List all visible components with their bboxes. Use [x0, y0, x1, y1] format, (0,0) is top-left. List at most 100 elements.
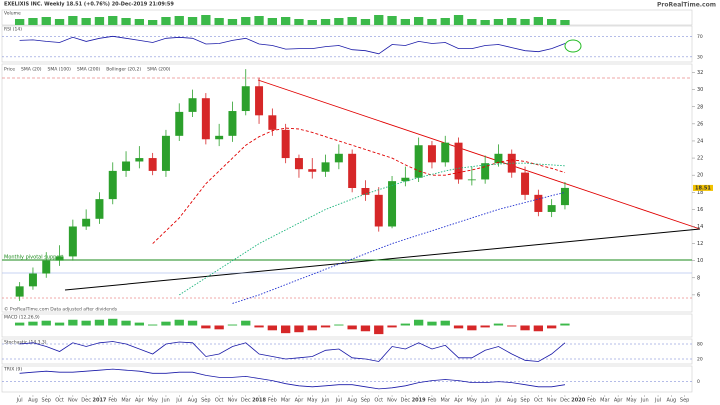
x-tick-label: Sep	[361, 398, 370, 404]
candle-body	[308, 169, 317, 172]
volume-bar	[108, 16, 118, 25]
volume-bar	[94, 17, 105, 25]
candle-body	[321, 162, 330, 172]
legend-entry: SMA (200)	[147, 67, 171, 73]
panel-label: RSI (14)	[4, 27, 22, 33]
x-tick-label: Nov	[228, 398, 238, 404]
x-tick-label: Aug	[188, 398, 198, 404]
y-tick-label: 22	[697, 156, 703, 162]
candle-body	[414, 145, 423, 178]
candle-body	[547, 205, 556, 212]
x-tick-label: Dec	[401, 398, 411, 404]
x-tick-label: Jul	[654, 398, 661, 404]
candle-body	[201, 98, 210, 140]
volume-bar	[507, 18, 517, 25]
volume-bar	[134, 19, 145, 25]
volume-bar	[427, 19, 437, 25]
macd-bar	[374, 325, 384, 335]
candle-body	[401, 177, 410, 182]
volume-bar	[174, 16, 184, 25]
x-tick-label: 2019	[412, 398, 426, 404]
panel-tick-label: 20	[697, 357, 703, 363]
volume-bar	[187, 17, 198, 25]
x-tick-label: Apr	[614, 398, 624, 404]
y-tick-label: 24	[697, 138, 703, 144]
x-tick-label: Mar	[600, 398, 610, 404]
volume-bar	[493, 19, 504, 25]
source-logo: ProRealTime.com	[657, 2, 716, 9]
panel-label: Stochastic (14,3,3)	[4, 340, 47, 346]
y-tick-label: 6	[697, 292, 700, 298]
candle-body	[427, 145, 436, 163]
volume-bar	[227, 19, 238, 25]
x-tick-label: 2020	[571, 398, 585, 404]
legend-entry: SMA (100)	[47, 67, 71, 73]
x-tick-label: May	[467, 398, 477, 404]
x-tick-label: May	[307, 398, 317, 404]
candle-body	[454, 142, 463, 180]
moving-average	[152, 127, 566, 244]
x-tick-label: 2017	[92, 398, 106, 404]
macd-bar	[320, 325, 331, 328]
candle-body	[241, 86, 250, 112]
volume-bar	[400, 19, 411, 25]
macd-bar	[307, 325, 317, 331]
candle-body	[55, 256, 64, 261]
x-tick-label: Oct	[215, 398, 224, 404]
y-tick-label: 30	[697, 87, 703, 93]
indicator-line	[19, 341, 566, 362]
candle-body	[481, 163, 490, 180]
copyright-note: © ProRealTime.com Data adjusted after di…	[4, 306, 118, 313]
macd-bar	[387, 325, 397, 328]
macd-bar	[147, 324, 158, 326]
macd-bar	[493, 323, 504, 326]
candle-body	[95, 199, 104, 219]
last-price-box	[693, 184, 713, 191]
panel-frames	[1, 9, 693, 393]
candle-body	[148, 158, 157, 171]
panel-label: MACD (12,26,9)	[4, 315, 40, 321]
candle-body	[348, 153, 357, 188]
macd-bar	[14, 322, 25, 326]
candle-body	[560, 187, 569, 206]
volume-bar	[280, 17, 291, 25]
support-label: Monthly pivotal support	[4, 255, 63, 261]
x-tick-label: Oct	[534, 398, 543, 404]
macd-bar	[81, 320, 91, 326]
candle-body	[188, 98, 197, 112]
x-tick-label: Dec	[81, 398, 91, 404]
x-tick-label: Nov	[387, 398, 397, 404]
macd-bar	[360, 325, 371, 332]
volume-bar	[254, 16, 264, 25]
y-tick-label: 32	[697, 70, 703, 76]
candle-body	[122, 161, 131, 171]
x-tick-label: Jun	[480, 398, 489, 404]
y-tick-label: 10	[697, 258, 703, 264]
x-tick-label: May	[626, 398, 636, 404]
legend-entry: Price	[4, 67, 15, 73]
candle-body	[388, 181, 397, 227]
macd-bar	[201, 325, 211, 329]
x-tick-label: Feb	[268, 398, 277, 404]
y-tick-label: 26	[697, 121, 703, 127]
x-tick-label: Nov	[68, 398, 78, 404]
x-tick-label: Jul	[335, 398, 342, 404]
volume-bar	[28, 18, 38, 25]
x-tick-label: Jul	[494, 398, 501, 404]
volume-bar	[334, 18, 344, 25]
macd-bar	[413, 319, 424, 326]
macd-bar	[214, 325, 224, 330]
volume-bar	[241, 17, 251, 25]
x-tick-label: May	[147, 398, 157, 404]
candle-body	[82, 218, 91, 227]
macd-bar	[121, 320, 131, 326]
macd-bar	[334, 324, 344, 326]
candle-body	[294, 158, 303, 170]
x-tick-label: Mar	[121, 398, 131, 404]
x-tick-label: Sep	[520, 398, 529, 404]
x-tick-label: Sep	[42, 398, 51, 404]
macd-bar	[28, 321, 38, 326]
x-tick-label: Aug	[28, 398, 38, 404]
